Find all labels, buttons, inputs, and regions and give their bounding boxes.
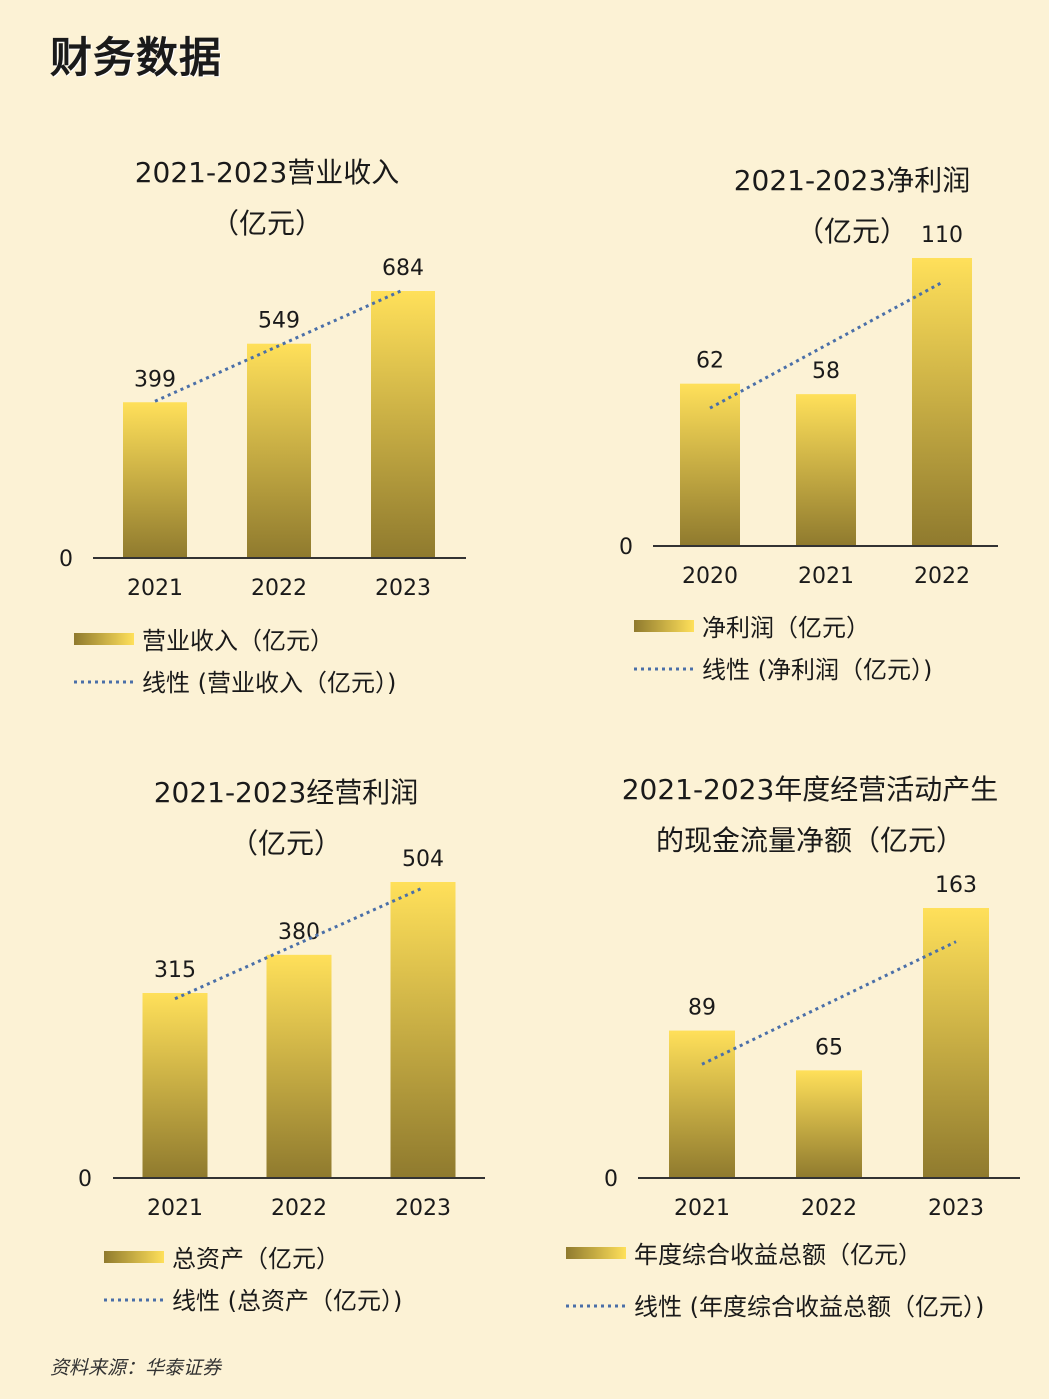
chart-title-line: （亿元） [796, 215, 908, 248]
legend-bar-swatch [104, 1251, 164, 1263]
bar [142, 993, 208, 1178]
bar [371, 291, 435, 558]
x-tick-label: 2021 [674, 1196, 730, 1221]
trend-line [154, 288, 404, 403]
bar [680, 383, 740, 546]
legend-bar-swatch [566, 1247, 626, 1259]
bar [123, 402, 187, 558]
chart-title-line: 2021-2023经营利润 [154, 776, 419, 809]
legend-bar-label: 净利润（亿元） [702, 614, 870, 642]
page-title: 财务数据 [50, 33, 223, 82]
bar [669, 1030, 735, 1178]
data-label: 62 [696, 349, 724, 374]
x-tick-label: 2022 [271, 1196, 327, 1221]
chart-title-line: 的现金流量净额（亿元） [656, 824, 964, 857]
legend-trend-label: 线性 (总资产（亿元）) [172, 1287, 402, 1315]
y-axis-zero-label: 0 [619, 535, 633, 560]
data-label: 504 [402, 847, 444, 872]
legend-bar-swatch [634, 620, 694, 632]
bar [247, 343, 311, 558]
legend-bar-label: 年度综合收益总额（亿元） [634, 1241, 922, 1269]
data-label: 58 [812, 359, 840, 384]
bar [266, 954, 332, 1178]
data-label: 380 [278, 920, 320, 945]
data-label: 110 [921, 223, 963, 248]
x-tick-label: 2021 [798, 564, 854, 589]
data-label: 399 [134, 367, 176, 392]
chart-title-line: 2021-2023年度经营活动产生 [622, 773, 999, 806]
y-axis-zero-label: 0 [59, 547, 73, 572]
chart-2: 2021-2023净利润 （亿元） 62 58 110 0 2020 2021 2022 净利润（… [619, 164, 998, 684]
data-label: 549 [258, 309, 300, 334]
x-tick-label: 2023 [375, 576, 431, 601]
bar [390, 882, 456, 1178]
x-tick-label: 2021 [127, 576, 183, 601]
legend-trend-label: 线性 (净利润（亿元）) [702, 656, 932, 684]
y-axis-zero-label: 0 [78, 1167, 92, 1192]
legend-bar-label: 营业收入（亿元） [142, 627, 334, 655]
x-tick-label: 2023 [395, 1196, 451, 1221]
chart-3: 2021-2023经营利润 （亿元） 315 380 504 0 2021 2022 2023 总… [78, 776, 485, 1315]
source-note: 资料来源：华泰证券 [50, 1357, 222, 1379]
bar [912, 258, 972, 546]
x-tick-label: 2020 [682, 564, 738, 589]
y-axis-zero-label: 0 [604, 1167, 618, 1192]
data-label: 89 [688, 996, 716, 1021]
legend-bar-swatch [74, 633, 134, 645]
x-tick-label: 2023 [928, 1196, 984, 1221]
data-label: 163 [935, 873, 977, 898]
chart-title-line: （亿元） [230, 827, 342, 860]
chart-1: 2021-2023营业收入 （亿元） 399 549 684 0 2021 2022 2023 营… [59, 156, 466, 697]
x-tick-label: 2022 [801, 1196, 857, 1221]
legend-trend-label: 线性 (营业收入（亿元）) [142, 669, 396, 697]
legend-bar-label: 总资产（亿元） [172, 1245, 340, 1273]
x-tick-label: 2022 [251, 576, 307, 601]
chart-title-line: （亿元） [211, 207, 323, 240]
x-tick-label: 2022 [914, 564, 970, 589]
data-label: 65 [815, 1035, 843, 1060]
chart-title-line: 2021-2023净利润 [734, 164, 971, 197]
bar [796, 394, 856, 546]
bar [796, 1070, 862, 1178]
data-label: 315 [154, 958, 196, 983]
bar [923, 908, 989, 1178]
chart-title-line: 2021-2023营业收入 [135, 156, 400, 189]
trend-line [701, 940, 957, 1066]
x-tick-label: 2021 [147, 1196, 203, 1221]
trend-line [174, 886, 424, 1001]
legend-trend-label: 线性 (年度综合收益总额（亿元）) [634, 1293, 984, 1321]
trend-line [709, 281, 943, 410]
data-label: 684 [382, 256, 424, 281]
